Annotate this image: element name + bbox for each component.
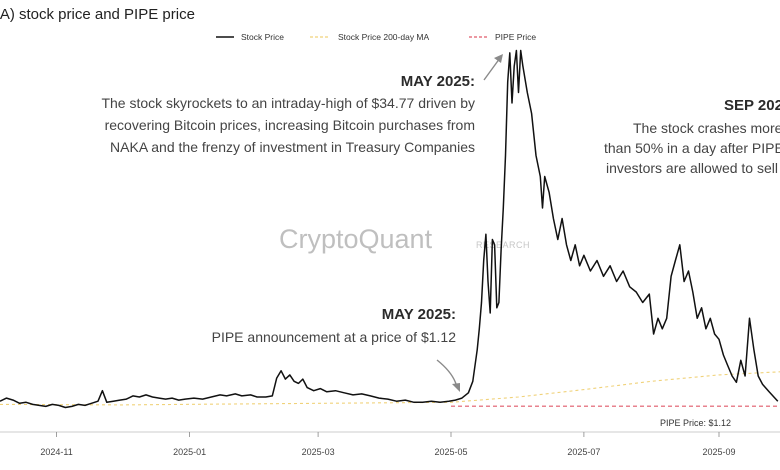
- annotation-arrow-head: [452, 383, 460, 392]
- legend-label-200-day-ma: Stock Price 200-day MA: [338, 32, 430, 42]
- annotation-may-2025-high: MAY 2025: The stock skyrockets to an int…: [101, 54, 503, 155]
- x-tick-label: 2024-11: [40, 447, 72, 457]
- series-line-stock-price: [0, 49, 779, 409]
- annotation-heading: MAY 2025:: [382, 306, 456, 323]
- pipe-price-label: PIPE Price: $1.12: [660, 418, 731, 428]
- series-line-stock-price-200-day-ma: [0, 371, 780, 406]
- x-tick-label: 2025-09: [702, 447, 735, 457]
- annotation-line: recovering Bitcoin prices, increasing Bi…: [105, 117, 475, 133]
- x-tick-label: 2025-07: [567, 447, 600, 457]
- annotation-line: than 50% in a day after PIPE: [604, 140, 780, 156]
- series-layer: [0, 49, 780, 409]
- annotation-heading: SEP 2025:: [724, 97, 780, 114]
- annotation-sep-2025: SEP 2025: The stock crashes more than 50…: [604, 97, 780, 176]
- watermark-brand: CryptoQuant: [279, 224, 433, 254]
- annotation-may-2025-pipe: MAY 2025: PIPE announcement at a price o…: [212, 306, 460, 392]
- x-tick-label: 2025-01: [173, 447, 206, 457]
- watermark-sub: RESEARCH: [476, 240, 530, 250]
- legend-label-pipe-price: PIPE Price: [495, 32, 536, 42]
- x-axis: 2024-11 2025-01 2025-03 2025-05 2025-07 2025-…: [0, 431, 780, 457]
- annotation-arrow-line: [483, 57, 501, 81]
- annotation-arrow-line: [436, 359, 457, 385]
- annotation-line: The stock skyrockets to an intraday-high…: [101, 95, 475, 111]
- watermark: CryptoQuant RESEARCH: [279, 224, 530, 254]
- annotation-line: PIPE announcement at a price of $1.12: [212, 329, 457, 345]
- legend-label-stock-price: Stock Price: [241, 32, 284, 42]
- x-tick-label: 2025-03: [302, 447, 335, 457]
- annotation-line: The stock crashes more: [633, 120, 780, 136]
- legend: Stock Price Stock Price 200-day MA PIPE …: [216, 32, 536, 42]
- annotation-heading: MAY 2025:: [401, 73, 475, 90]
- annotation-line: NAKA and the frenzy of investment in Tre…: [110, 139, 475, 155]
- x-tick-label: 2025-05: [434, 447, 467, 457]
- chart-title: (NAKA) stock price and PIPE price: [0, 6, 195, 23]
- annotation-line: investors are allowed to sell: [606, 160, 778, 176]
- annotation-arrow-head: [494, 54, 503, 63]
